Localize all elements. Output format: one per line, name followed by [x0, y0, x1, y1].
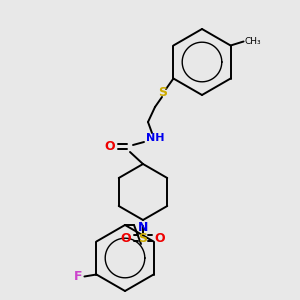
Text: O: O [121, 232, 131, 244]
Text: CH₃: CH₃ [244, 37, 261, 46]
Text: S: S [158, 85, 167, 98]
Text: S: S [139, 232, 148, 244]
Text: O: O [105, 140, 115, 154]
Text: F: F [74, 270, 82, 283]
Text: O: O [155, 232, 165, 244]
Text: NH: NH [146, 133, 164, 143]
Text: N: N [138, 221, 148, 234]
